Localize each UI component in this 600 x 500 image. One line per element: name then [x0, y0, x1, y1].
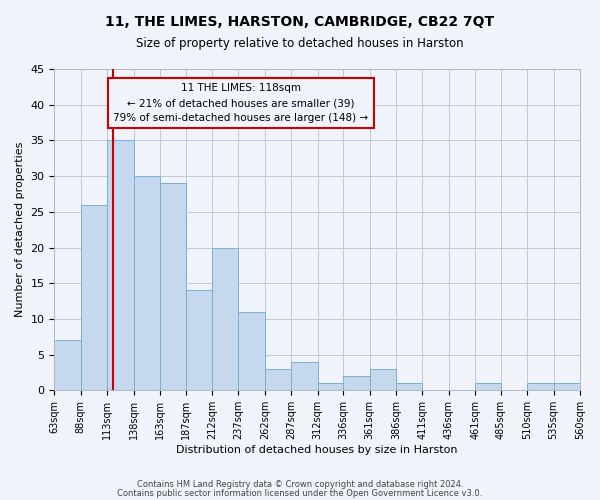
Bar [396, 383, 422, 390]
Bar [291, 362, 318, 390]
Bar [107, 140, 134, 390]
Text: Contains HM Land Registry data © Crown copyright and database right 2024.: Contains HM Land Registry data © Crown c… [137, 480, 463, 489]
X-axis label: Distribution of detached houses by size in Harston: Distribution of detached houses by size … [176, 445, 458, 455]
Bar [134, 176, 160, 390]
Text: Size of property relative to detached houses in Harston: Size of property relative to detached ho… [136, 38, 464, 51]
Text: Contains public sector information licensed under the Open Government Licence v3: Contains public sector information licen… [118, 488, 482, 498]
Bar [475, 383, 500, 390]
Bar [212, 248, 238, 390]
Bar [160, 184, 185, 390]
Bar [343, 376, 370, 390]
Text: 11 THE LIMES: 118sqm
← 21% of detached houses are smaller (39)
79% of semi-detac: 11 THE LIMES: 118sqm ← 21% of detached h… [113, 84, 368, 123]
Bar [318, 383, 343, 390]
Bar [527, 383, 554, 390]
Bar [81, 204, 107, 390]
Bar [554, 383, 580, 390]
Bar [265, 369, 291, 390]
Bar [55, 340, 81, 390]
Text: 11, THE LIMES, HARSTON, CAMBRIDGE, CB22 7QT: 11, THE LIMES, HARSTON, CAMBRIDGE, CB22 … [106, 15, 494, 29]
Y-axis label: Number of detached properties: Number of detached properties [15, 142, 25, 318]
Bar [370, 369, 396, 390]
Bar [238, 312, 265, 390]
Bar [185, 290, 212, 390]
